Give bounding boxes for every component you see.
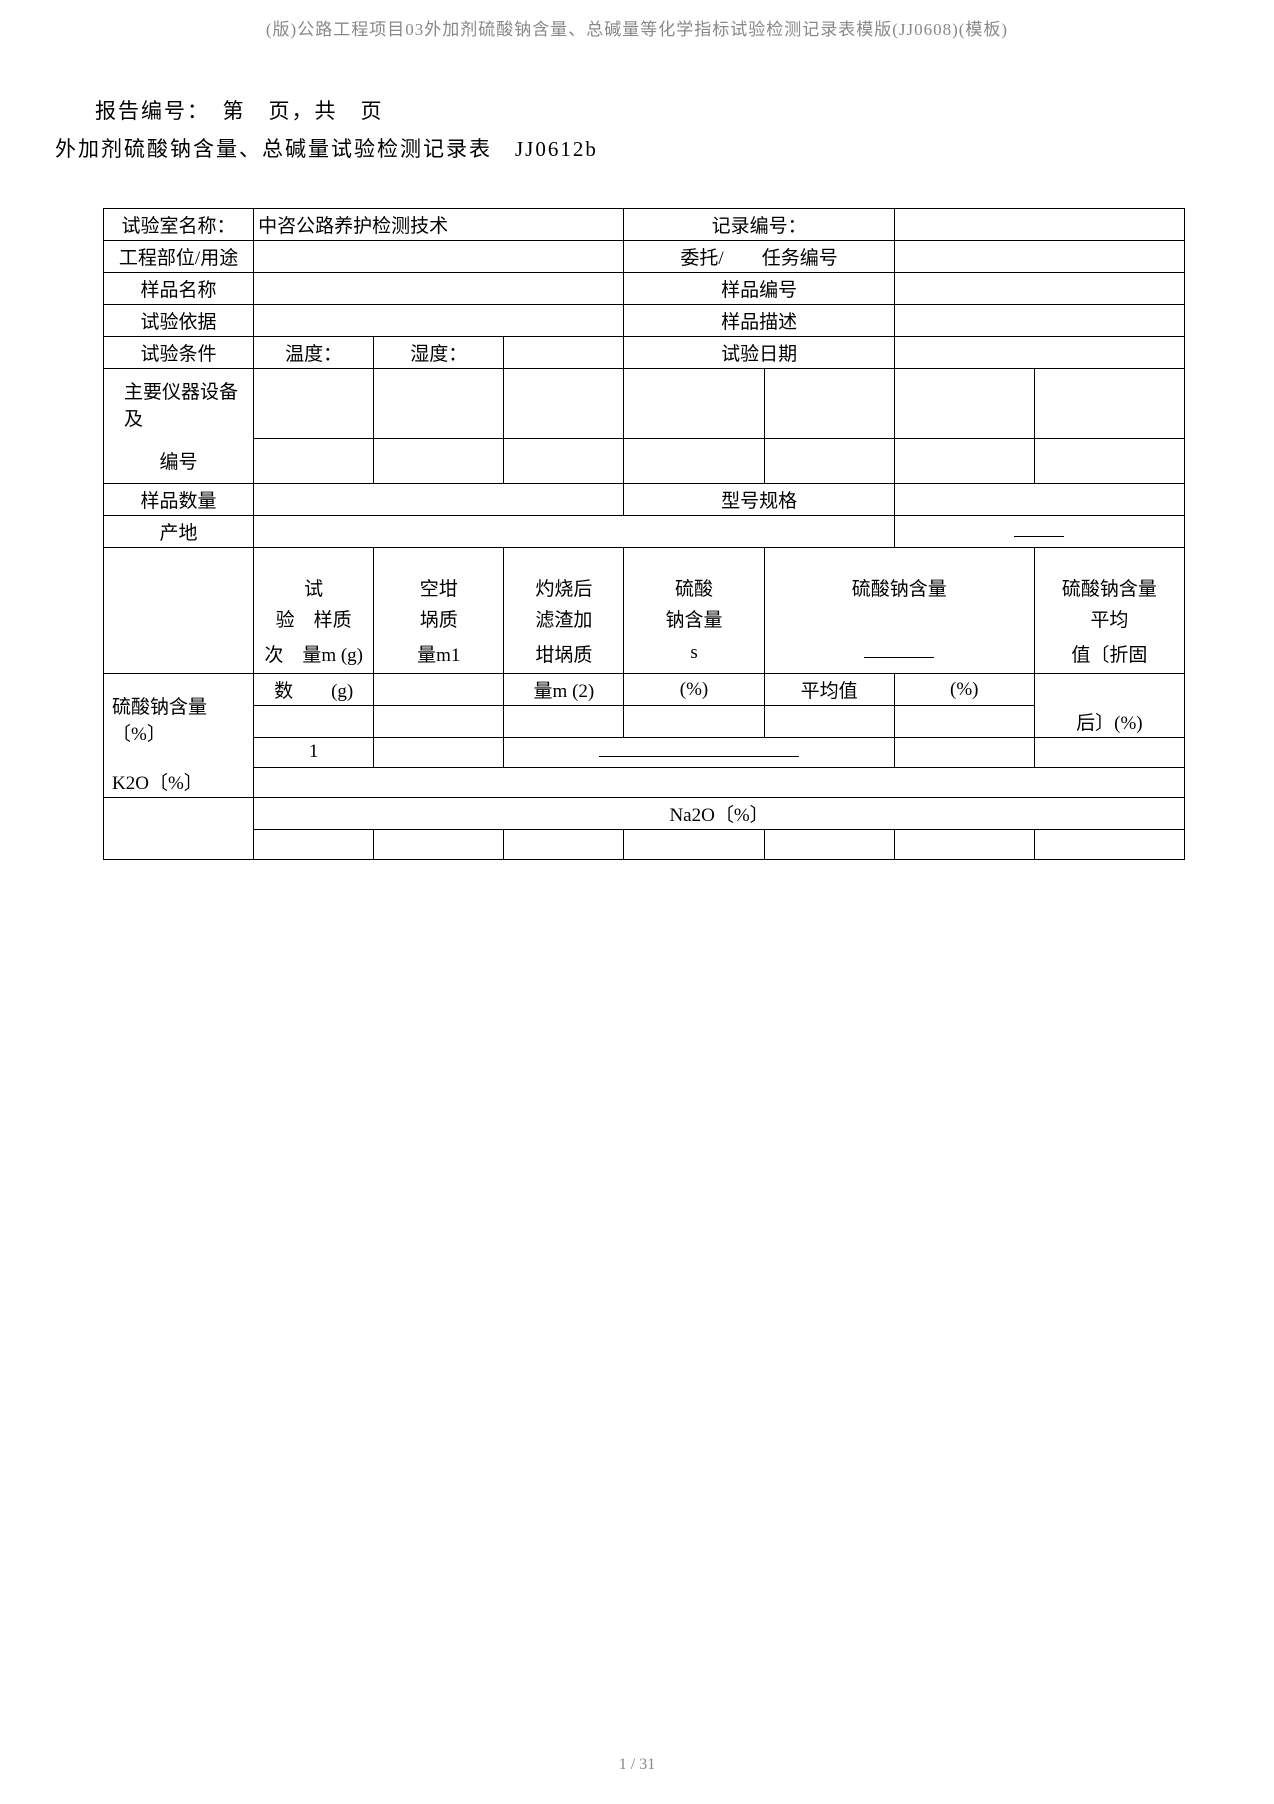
col-h1: 试 — [254, 548, 374, 603]
test-date-label: 试验日期 — [624, 337, 894, 369]
na2o-1 — [254, 829, 374, 859]
equip-num-7 — [1034, 439, 1184, 484]
document-title: 外加剂硫酸钠含量、总碱量试验检测记录表 JJ0612b — [55, 133, 1274, 163]
col-h3b: 滤渣加 — [504, 603, 624, 634]
sample-num-label: 样品编号 — [624, 273, 894, 305]
test-basis-value — [254, 305, 624, 337]
col-h5c — [764, 634, 1034, 674]
test-cond-label: 试验条件 — [104, 337, 254, 369]
col-h1b: 验 样质 — [254, 603, 374, 634]
test-date-value — [894, 337, 1184, 369]
na2o-6 — [1034, 829, 1184, 859]
lab-name-label: 试验室名称： — [104, 209, 254, 241]
project-part-label: 工程部位/用途 — [104, 241, 254, 273]
sample-qty-value — [254, 484, 624, 516]
equip-cell-7 — [1034, 369, 1184, 439]
col2-4: (%) — [624, 674, 764, 706]
col-h3: 灼烧后 — [504, 548, 624, 603]
na2o-2 — [374, 829, 504, 859]
col-h5: 硫酸钠含量 — [764, 548, 1034, 603]
col2-1: 数 (g) — [254, 674, 374, 706]
equip-num-1 — [254, 439, 374, 484]
document-header: (版)公路工程项目03外加剂硫酸钠含量、总碱量等化学指标试验检测记录表模版(JJ… — [0, 0, 1274, 40]
test-basis-label: 试验依据 — [104, 305, 254, 337]
na2o-4 — [624, 829, 764, 859]
col-h5b — [764, 603, 1034, 634]
dr1-5b — [894, 706, 1034, 738]
temp-label: 温度： — [254, 337, 374, 369]
equip-cell-5 — [764, 369, 894, 439]
tr1-3 — [504, 737, 894, 767]
tr1-6 — [1034, 737, 1184, 767]
na2o-5b — [894, 829, 1034, 859]
entrust-label: 委托/ 任务编号 — [624, 241, 894, 273]
na2o-label: Na2O〔%〕 — [254, 797, 1185, 829]
equip-cell-6 — [894, 369, 1034, 439]
project-part-value — [254, 241, 624, 273]
col2-6 — [1034, 674, 1184, 706]
dr1-5 — [764, 706, 894, 738]
col-h6c: 值〔折固 — [1034, 634, 1184, 674]
origin-label: 产地 — [104, 516, 254, 548]
equipment-label: 主要仪器设备及 — [104, 369, 254, 439]
col-h2: 空坩 — [374, 548, 504, 603]
col2-3: 量m (2) — [504, 674, 624, 706]
origin-value — [254, 516, 895, 548]
record-num-value — [894, 209, 1184, 241]
record-table: 试验室名称： 中咨公路养护检测技术 记录编号： 工程部位/用途 委托/ 任务编号… — [103, 208, 1185, 860]
col-h1c: 次 量m (g) — [254, 634, 374, 674]
sample-qty-label: 样品数量 — [104, 484, 254, 516]
blank-row — [254, 767, 1185, 797]
tr1-2 — [374, 737, 504, 767]
col-h3c: 坩埚质 — [504, 634, 624, 674]
equip-num-6 — [894, 439, 1034, 484]
sample-name-value — [254, 273, 624, 305]
dr1-1 — [254, 706, 374, 738]
sample-desc-label: 样品描述 — [624, 305, 894, 337]
equip-num-3 — [504, 439, 624, 484]
col2-2 — [374, 674, 504, 706]
col-h2c: 量m1 — [374, 634, 504, 674]
na2o-5 — [764, 829, 894, 859]
page-number: 1 / 31 — [619, 1756, 655, 1774]
sample-desc-value — [894, 305, 1184, 337]
model-spec-value — [894, 484, 1184, 516]
col-h2b: 埚质 — [374, 603, 504, 634]
col-h4b: 钠含量 — [624, 603, 764, 634]
equip-num-5 — [764, 439, 894, 484]
sample-name-label: 样品名称 — [104, 273, 254, 305]
equip-num-label: 编号 — [104, 439, 254, 484]
dr1-6: 后〕(%) — [1034, 706, 1184, 738]
origin-extra — [894, 516, 1184, 548]
humidity-value — [504, 337, 624, 369]
dr1-3 — [504, 706, 624, 738]
equip-num-2 — [374, 439, 504, 484]
col-h6: 硫酸钠含量 — [1034, 548, 1184, 603]
na-content-row-label: 硫酸钠含量〔%〕 K2O〔%〕 — [104, 674, 254, 798]
col-h6b: 平均 — [1034, 603, 1184, 634]
equip-cell-3 — [504, 369, 624, 439]
equip-cell-1 — [254, 369, 374, 439]
humidity-label: 湿度： — [374, 337, 504, 369]
col-h4: 硫酸 — [624, 548, 764, 603]
model-spec-label: 型号规格 — [624, 484, 894, 516]
col-h4c: s — [624, 634, 764, 674]
equip-cell-2 — [374, 369, 504, 439]
dr1-4 — [624, 706, 764, 738]
tr1-5b — [894, 737, 1034, 767]
na2o-3 — [504, 829, 624, 859]
record-num-label: 记录编号： — [624, 209, 894, 241]
equip-num-4 — [624, 439, 764, 484]
na2o-label-cell — [104, 797, 254, 859]
lab-name-value: 中咨公路养护检测技术 — [254, 209, 624, 241]
col-test-times — [104, 548, 254, 674]
entrust-value — [894, 241, 1184, 273]
equip-cell-4 — [624, 369, 764, 439]
report-number-line: 报告编号： 第 页，共 页 — [95, 95, 1274, 125]
dr1-2 — [374, 706, 504, 738]
sample-num-value — [894, 273, 1184, 305]
col2-5: 平均值 — [764, 674, 894, 706]
col2-5b: (%) — [894, 674, 1034, 706]
test-row-1: 1 — [254, 737, 374, 767]
